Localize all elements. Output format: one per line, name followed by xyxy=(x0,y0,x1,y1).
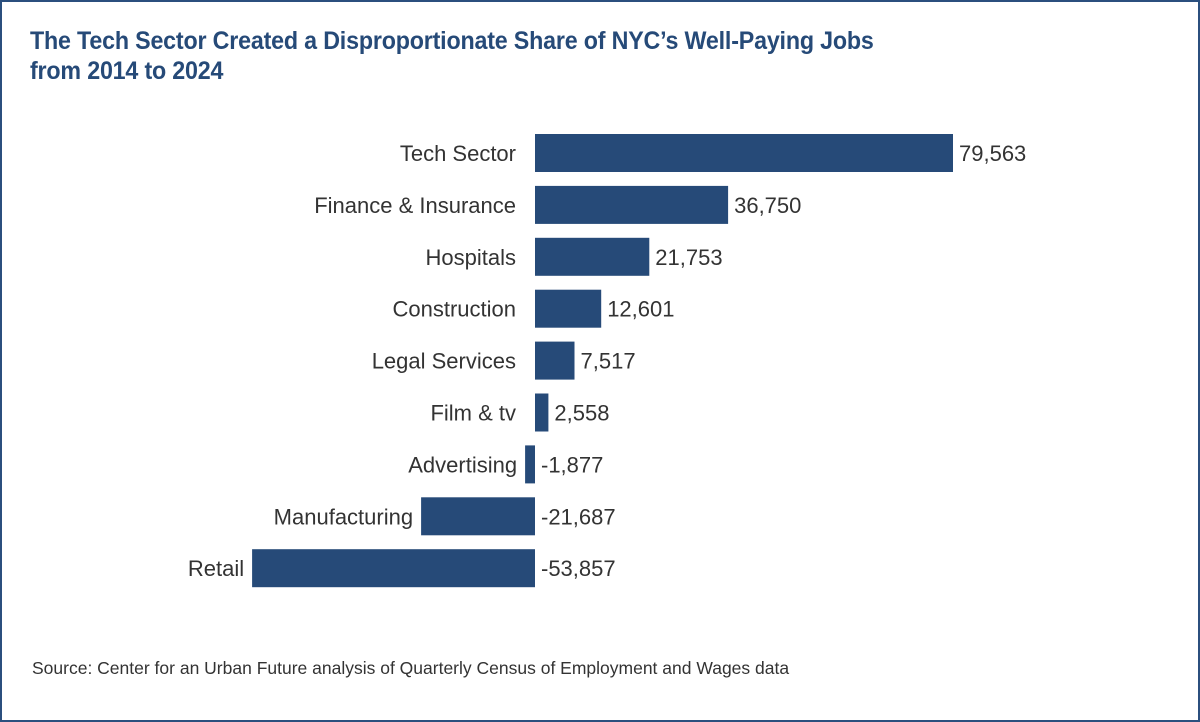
bar-tech-sector xyxy=(535,134,953,172)
category-label: Advertising xyxy=(408,452,517,477)
category-label: Legal Services xyxy=(372,349,516,374)
value-label: 2,558 xyxy=(554,401,609,426)
value-label: -53,857 xyxy=(541,556,616,581)
value-label: 36,750 xyxy=(734,193,801,218)
category-label: Finance & Insurance xyxy=(314,193,516,218)
bar-finance-insurance xyxy=(535,185,729,224)
value-label: -21,687 xyxy=(541,504,616,529)
bar-advertising xyxy=(525,445,535,484)
chart-title: The Tech Sector Created a Disproportiona… xyxy=(30,26,1053,86)
category-label: Film & tv xyxy=(430,401,516,426)
bar-manufacturing xyxy=(421,497,535,536)
chart-title-line-1: The Tech Sector Created a Disproportiona… xyxy=(30,27,874,55)
value-label: 12,601 xyxy=(607,297,674,322)
category-label: Tech Sector xyxy=(400,141,516,166)
bar-film-tv xyxy=(535,393,549,432)
value-label: 21,753 xyxy=(655,245,722,270)
value-label: 7,517 xyxy=(581,349,636,374)
bar-legal-services xyxy=(535,341,575,380)
value-label: -1,877 xyxy=(541,452,603,477)
source-note: Source: Center for an Urban Future analy… xyxy=(32,658,790,678)
category-label: Manufacturing xyxy=(274,504,413,529)
value-label: 79,563 xyxy=(959,141,1026,166)
bar-construction xyxy=(535,289,602,328)
chart-title-line-2: from 2014 to 2024 xyxy=(30,57,224,85)
category-label: Construction xyxy=(392,297,516,322)
bar-retail xyxy=(252,549,535,588)
category-label: Hospitals xyxy=(426,245,516,270)
bar-hospitals xyxy=(535,237,650,276)
category-label: Retail xyxy=(188,556,244,581)
